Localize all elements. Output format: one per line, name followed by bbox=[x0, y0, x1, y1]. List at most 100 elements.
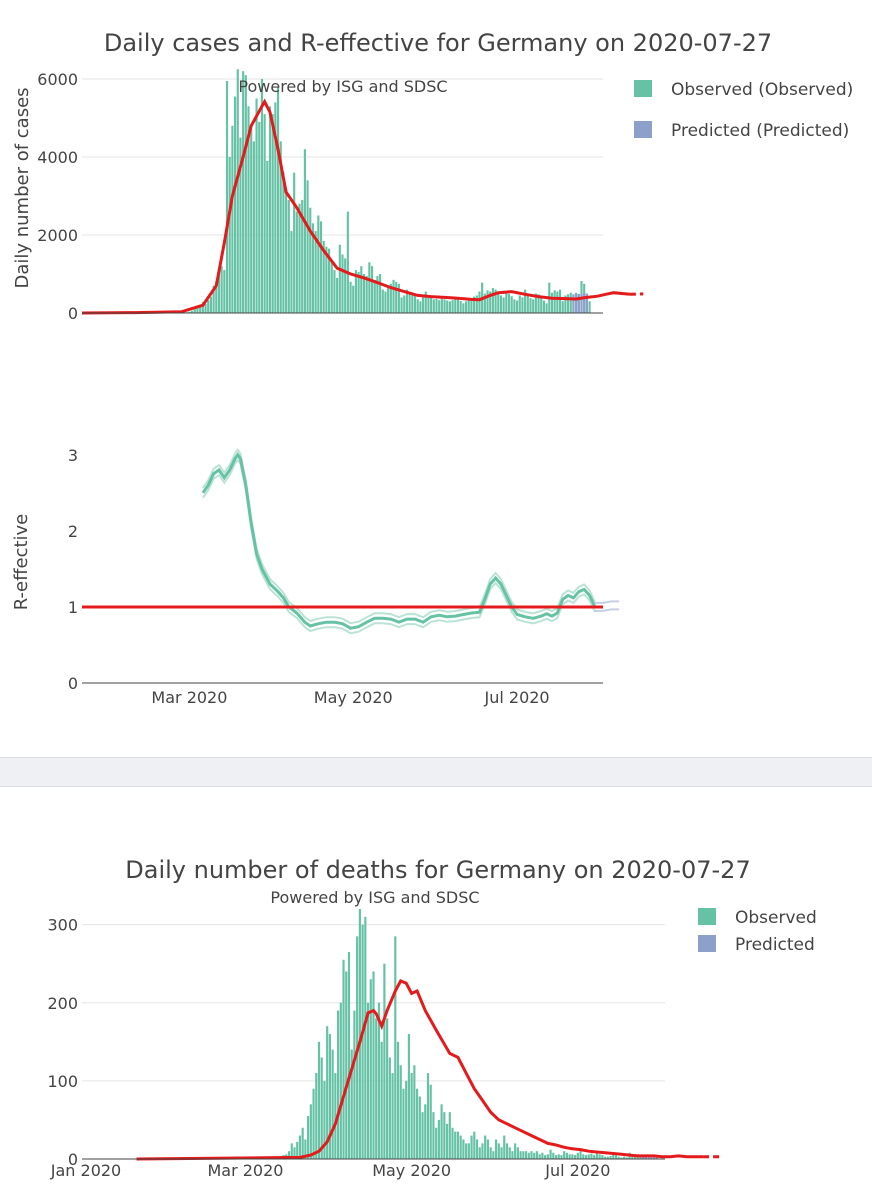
deaths-bar bbox=[505, 1143, 509, 1159]
cases-bar bbox=[327, 248, 331, 313]
cases-bar bbox=[521, 297, 524, 313]
deaths-bar bbox=[296, 1141, 299, 1159]
deaths-bar bbox=[639, 1155, 642, 1159]
cases-y-tick-label: 4000 bbox=[37, 148, 78, 167]
cases-bar bbox=[191, 310, 194, 313]
cases-bar bbox=[242, 71, 245, 313]
deaths-legend-predicted-swatch[interactable] bbox=[698, 935, 716, 952]
cases-bar bbox=[411, 293, 414, 313]
deaths-bar bbox=[614, 1155, 618, 1159]
deaths-bar bbox=[617, 1156, 620, 1159]
cases-predicted-bar bbox=[575, 294, 578, 313]
deaths-bar bbox=[312, 1088, 315, 1159]
deaths-bar bbox=[508, 1147, 511, 1159]
reff-y-tick-label: 2 bbox=[68, 522, 78, 541]
deaths-y-ticks: 0 100 200 300 bbox=[47, 916, 78, 1169]
cases-bar bbox=[225, 80, 229, 313]
deaths-bar bbox=[358, 909, 361, 1159]
deaths-predicted-bar bbox=[650, 1155, 653, 1159]
deaths-bar bbox=[353, 1010, 356, 1159]
deaths-bar bbox=[603, 1156, 607, 1159]
deaths-bar bbox=[565, 1152, 569, 1159]
section-divider bbox=[0, 757, 872, 787]
cases-bar bbox=[494, 289, 497, 313]
cases-bar bbox=[454, 298, 457, 313]
cases-bar bbox=[204, 304, 207, 313]
cases-bar bbox=[303, 149, 306, 313]
deaths-bar bbox=[473, 1131, 476, 1159]
deaths-bar bbox=[484, 1135, 487, 1159]
deaths-bar bbox=[293, 1147, 296, 1159]
cases-bar bbox=[231, 125, 234, 313]
cases-predicted-bar bbox=[572, 294, 575, 313]
cases-bar bbox=[397, 283, 400, 313]
cases-bar bbox=[346, 211, 349, 313]
legend-observed-label[interactable]: Observed (Observed) bbox=[671, 80, 853, 100]
cases-bar bbox=[540, 297, 543, 313]
deaths-bar bbox=[456, 1131, 460, 1159]
cases-bar bbox=[217, 272, 221, 313]
cases-bar bbox=[389, 283, 392, 313]
cases-bar bbox=[196, 306, 199, 313]
deaths-bar bbox=[290, 1143, 293, 1159]
legend-predicted-label[interactable]: Predicted (Predicted) bbox=[671, 121, 849, 141]
deaths-bar bbox=[470, 1135, 473, 1159]
deaths-bar bbox=[331, 1049, 334, 1159]
cases-bar bbox=[486, 290, 489, 313]
cases-bar bbox=[459, 300, 462, 313]
cases-bar bbox=[384, 291, 387, 313]
deaths-bar bbox=[593, 1155, 596, 1159]
legend-predicted-swatch[interactable] bbox=[634, 121, 652, 138]
deaths-legend-observed-swatch[interactable] bbox=[698, 908, 716, 925]
deaths-bar bbox=[421, 1112, 424, 1159]
cases-bar bbox=[252, 141, 255, 313]
deaths-bar bbox=[563, 1151, 566, 1159]
deaths-bar bbox=[380, 1041, 383, 1159]
cases-bar bbox=[234, 96, 237, 313]
cases-bar bbox=[247, 106, 250, 313]
reff-predicted-lower bbox=[594, 608, 620, 612]
deaths-bar bbox=[554, 1155, 558, 1159]
cases-gridlines bbox=[82, 78, 603, 236]
deaths-bar bbox=[298, 1135, 302, 1159]
cases-bars bbox=[97, 69, 591, 314]
deaths-bar bbox=[407, 1034, 411, 1159]
cases-bar bbox=[287, 199, 290, 313]
deaths-bar bbox=[492, 1151, 495, 1159]
cases-predicted-bar bbox=[585, 293, 588, 313]
cases-bar bbox=[228, 157, 231, 313]
cases-bar bbox=[193, 308, 196, 313]
deaths-bar bbox=[609, 1155, 612, 1159]
cases-bar bbox=[207, 300, 210, 313]
deaths-bar bbox=[497, 1143, 500, 1159]
deaths-x-tick-label: Jan 2020 bbox=[50, 1161, 121, 1180]
cases-bar bbox=[255, 98, 258, 313]
legend-observed-swatch[interactable] bbox=[634, 80, 652, 97]
cases-bar bbox=[507, 293, 511, 313]
cases-y-axis-label: Daily number of cases bbox=[12, 87, 33, 288]
deaths-bar bbox=[437, 1119, 440, 1159]
cases-bar bbox=[379, 274, 382, 313]
deaths-bar bbox=[587, 1154, 590, 1159]
cases-chart-title: Daily cases and R-effective for Germany … bbox=[104, 29, 772, 57]
cases-bar bbox=[282, 172, 285, 313]
cases-bar bbox=[306, 180, 309, 313]
cases-bar bbox=[376, 275, 379, 313]
cases-bar bbox=[188, 311, 191, 313]
deaths-bar bbox=[309, 1104, 312, 1159]
deaths-legend-predicted-label[interactable]: Predicted bbox=[735, 935, 815, 955]
deaths-legend-observed-label[interactable]: Observed bbox=[735, 908, 817, 928]
deaths-bar bbox=[601, 1155, 604, 1159]
cases-bar bbox=[260, 79, 264, 313]
cases-y-ticks: 0 2000 4000 6000 bbox=[37, 70, 78, 323]
cases-bar bbox=[518, 295, 521, 313]
deaths-predicted-bar bbox=[642, 1156, 645, 1159]
cases-bar bbox=[478, 291, 481, 313]
deaths-bar bbox=[478, 1147, 481, 1159]
cases-bar bbox=[212, 285, 215, 313]
reff-x-tick-label: Jul 2020 bbox=[484, 688, 550, 707]
cases-bar bbox=[352, 285, 355, 313]
cases-bar bbox=[550, 292, 554, 313]
deaths-bar bbox=[443, 1112, 446, 1159]
cases-bar bbox=[588, 301, 591, 313]
